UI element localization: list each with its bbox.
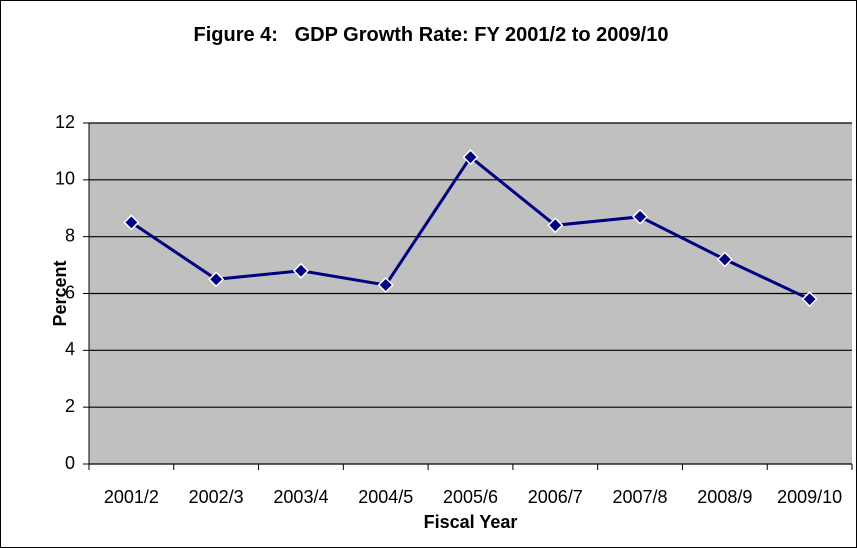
marker xyxy=(631,208,649,225)
x-tick-label: 2006/7 xyxy=(528,487,583,507)
marker xyxy=(547,217,564,234)
y-tick-label: 12 xyxy=(55,112,75,132)
y-tick-label: 8 xyxy=(65,225,75,245)
y-tick-label: 2 xyxy=(65,396,75,416)
x-tick-label: 2003/4 xyxy=(273,487,328,507)
x-tick-label: 2007/8 xyxy=(613,487,668,507)
marker xyxy=(123,214,140,231)
marker xyxy=(292,262,310,279)
marker xyxy=(377,276,394,294)
chart-title: Figure 4: GDP Growth Rate: FY 2001/2 to … xyxy=(193,24,669,46)
marker xyxy=(208,271,225,288)
marker xyxy=(462,149,479,166)
x-tick-label: 2001/2 xyxy=(104,487,159,507)
y-tick-label: 6 xyxy=(65,282,75,302)
y-tick-label: 4 xyxy=(65,339,75,359)
x-tick-label: 2004/5 xyxy=(358,487,413,507)
x-tick-label: 2005/6 xyxy=(443,487,498,507)
y-tick-label: 10 xyxy=(55,169,75,189)
x-tick-label: 2002/3 xyxy=(189,487,244,507)
x-tick-label: 2008/9 xyxy=(697,487,752,507)
marker xyxy=(801,291,818,308)
x-axis-title: Fiscal Year xyxy=(424,512,518,532)
x-tick-label: 2009/10 xyxy=(777,487,842,507)
y-axis-title: Percent xyxy=(50,260,70,326)
y-tick-label: 0 xyxy=(65,453,75,473)
marker xyxy=(716,251,733,268)
